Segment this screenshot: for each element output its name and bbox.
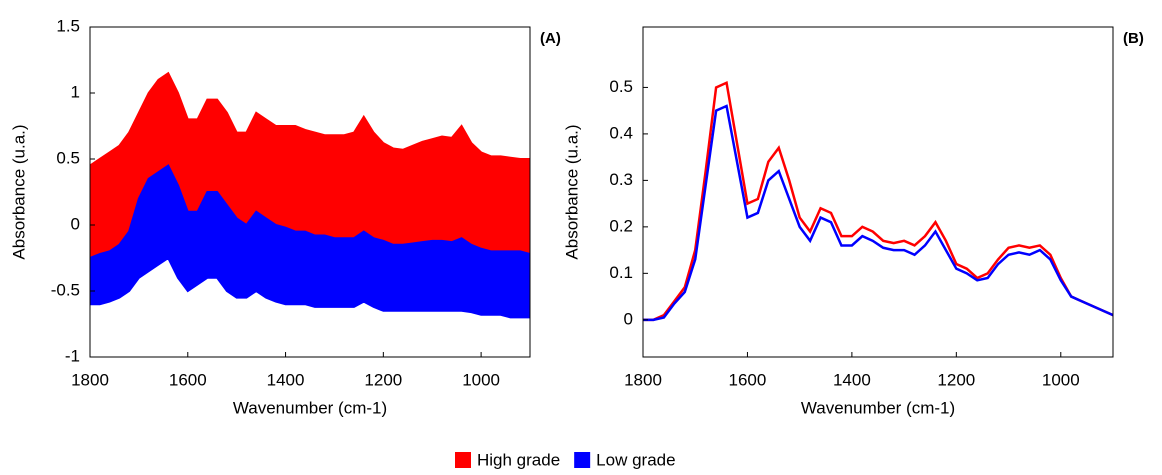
y-tick-label: 0.5 xyxy=(56,148,80,167)
x-tick-label: 1000 xyxy=(462,370,500,389)
x-tick-label: 1400 xyxy=(833,370,871,389)
y-tick-label: 0.3 xyxy=(609,170,633,189)
y-axis-label: Absorbance (u.a.) xyxy=(9,124,28,259)
y-tick-label: 0.2 xyxy=(609,216,633,235)
line xyxy=(643,104,1113,322)
band xyxy=(90,164,530,319)
line xyxy=(643,80,1113,322)
legend-swatch xyxy=(574,452,591,468)
y-tick-label: 0.4 xyxy=(609,123,633,142)
x-tick-label: 1800 xyxy=(71,370,109,389)
panel-label: (A) xyxy=(540,30,561,47)
y-tick-label: 1.5 xyxy=(56,16,80,35)
x-tick-label: 1600 xyxy=(169,370,207,389)
x-tick-label: 1200 xyxy=(364,370,402,389)
y-tick-label: -1 xyxy=(65,346,80,365)
legend-label: High grade xyxy=(477,450,560,469)
y-axis-label: Absorbance (u.a.) xyxy=(562,124,581,259)
x-axis-label: Wavenumber (cm-1) xyxy=(233,398,387,417)
legend-swatch xyxy=(455,452,471,468)
panel-label: (B) xyxy=(1123,30,1144,47)
x-tick-label: 1600 xyxy=(729,370,767,389)
x-tick-label: 1800 xyxy=(624,370,662,389)
y-tick-label: 0 xyxy=(71,214,80,233)
y-tick-label: 0.5 xyxy=(609,77,633,96)
plot-frame xyxy=(89,26,531,358)
y-tick-label: 1 xyxy=(71,82,80,101)
y-tick-label: -0.5 xyxy=(51,280,80,299)
x-tick-label: 1400 xyxy=(267,370,305,389)
y-tick-label: 0.1 xyxy=(609,263,633,282)
x-tick-label: 1000 xyxy=(1042,370,1080,389)
plot-frame xyxy=(642,26,1114,358)
x-axis-label: Wavenumber (cm-1) xyxy=(801,398,955,417)
legend-label: Low grade xyxy=(596,450,675,469)
x-tick-label: 1200 xyxy=(937,370,975,389)
y-tick-label: 0 xyxy=(624,309,633,328)
